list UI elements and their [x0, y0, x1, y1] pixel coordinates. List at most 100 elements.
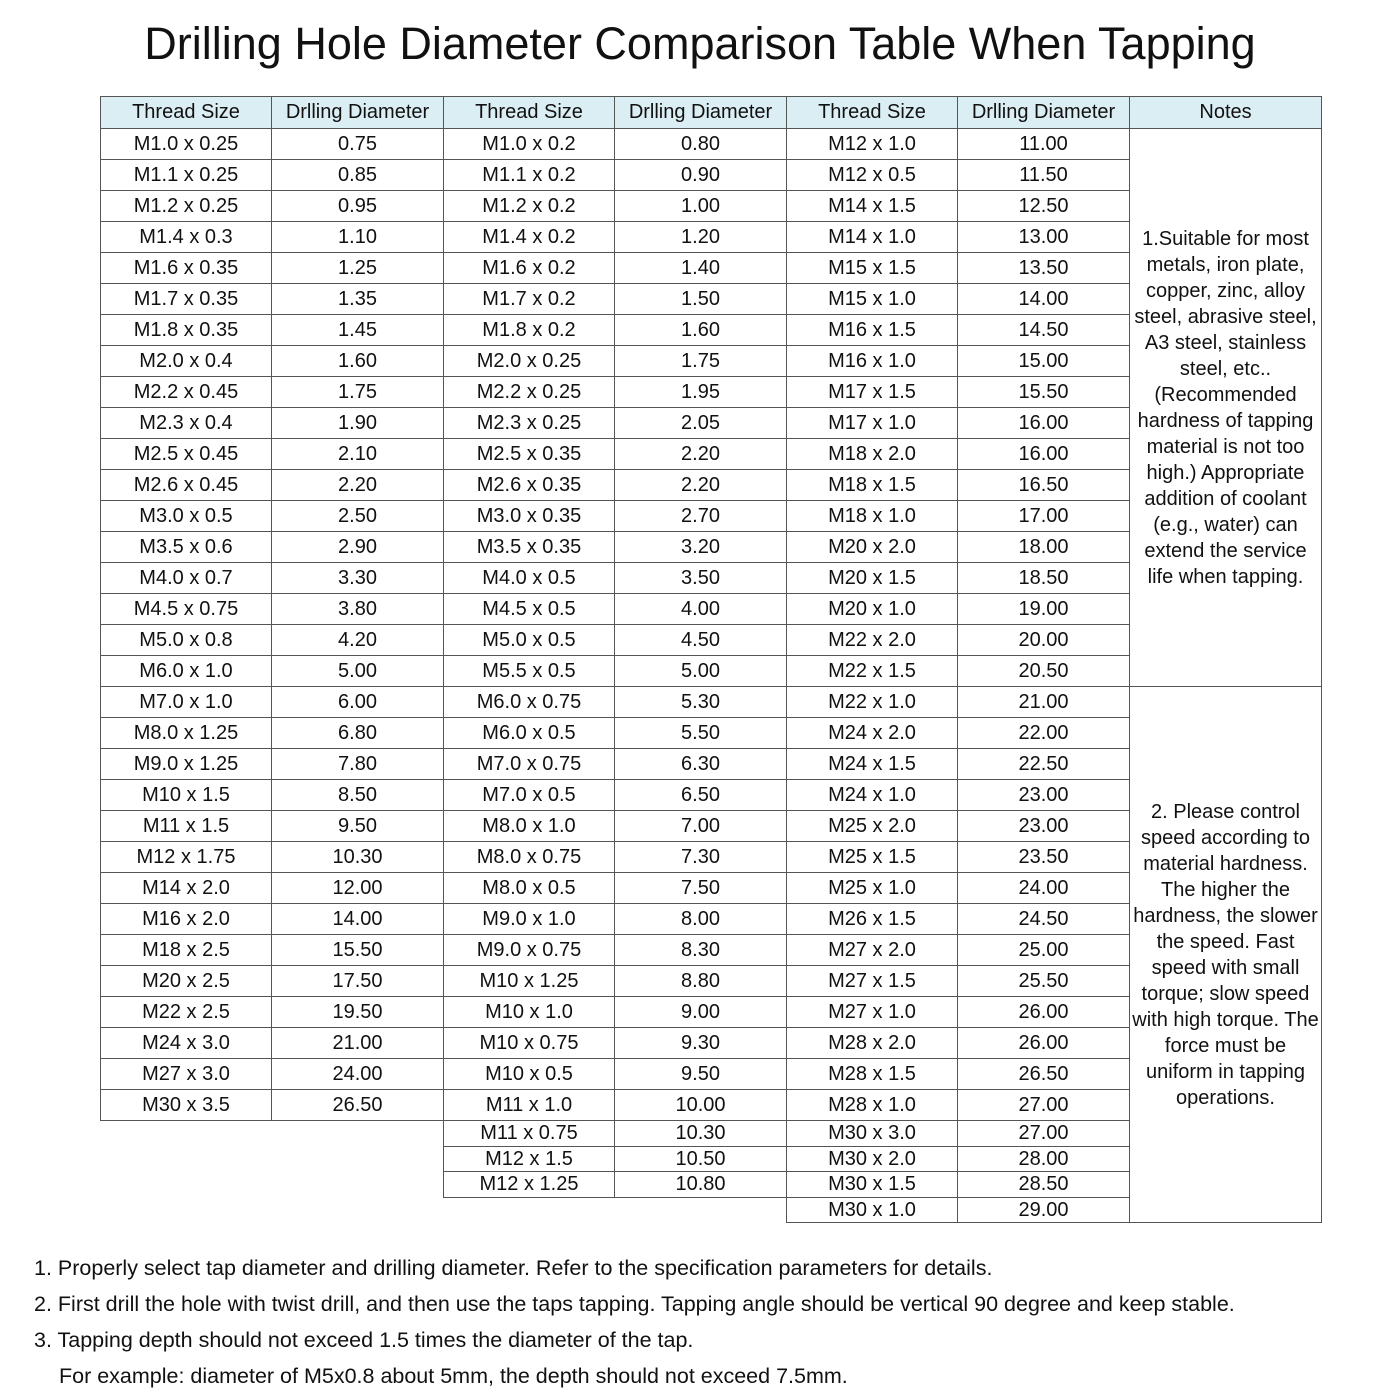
thread-size-cell: M24 x 1.5 — [786, 748, 958, 780]
drilling-diameter-cell: 27.00 — [957, 1089, 1130, 1121]
thread-size-cell: M4.0 x 0.7 — [100, 562, 272, 594]
thread-size-cell: M2.3 x 0.25 — [443, 407, 615, 439]
drilling-diameter-cell: 2.10 — [271, 438, 444, 470]
column-header: Drlling Diameter — [957, 96, 1130, 129]
thread-size-cell: M7.0 x 0.5 — [443, 779, 615, 811]
thread-size-cell: M18 x 2.0 — [786, 438, 958, 470]
drilling-diameter-cell: 1.60 — [614, 314, 787, 346]
drilling-diameter-cell: 3.80 — [271, 593, 444, 625]
thread-size-cell: M6.0 x 0.5 — [443, 717, 615, 749]
drilling-diameter-cell: 1.00 — [614, 190, 787, 222]
drilling-diameter-cell: 11.00 — [957, 128, 1130, 160]
drilling-diameter-cell: 13.50 — [957, 252, 1130, 284]
drilling-diameter-cell: 15.00 — [957, 345, 1130, 377]
drilling-diameter-cell: 23.00 — [957, 779, 1130, 811]
thread-size-cell: M22 x 2.0 — [786, 624, 958, 656]
drilling-diameter-cell: 19.50 — [271, 996, 444, 1028]
thread-size-cell: M25 x 1.0 — [786, 872, 958, 904]
thread-size-cell: M1.4 x 0.3 — [100, 221, 272, 253]
drilling-diameter-cell: 5.00 — [271, 655, 444, 687]
thread-size-cell: M28 x 2.0 — [786, 1027, 958, 1059]
thread-size-cell: M30 x 1.5 — [786, 1171, 958, 1198]
drilling-diameter-cell: 8.00 — [614, 903, 787, 935]
thread-size-cell: M1.8 x 0.35 — [100, 314, 272, 346]
drilling-diameter-cell: 1.40 — [614, 252, 787, 284]
thread-size-cell: M1.6 x 0.2 — [443, 252, 615, 284]
drilling-diameter-cell: 14.00 — [957, 283, 1130, 315]
drilling-diameter-cell: 25.00 — [957, 934, 1130, 966]
drilling-diameter-cell: 17.00 — [957, 500, 1130, 532]
thread-size-cell: M8.0 x 1.25 — [100, 717, 272, 749]
drilling-diameter-cell: 7.00 — [614, 810, 787, 842]
thread-size-cell: M20 x 1.0 — [786, 593, 958, 625]
thread-size-cell: M22 x 2.5 — [100, 996, 272, 1028]
thread-size-cell: M12 x 0.5 — [786, 159, 958, 191]
thread-size-cell: M30 x 3.0 — [786, 1120, 958, 1147]
thread-size-cell: M1.0 x 0.25 — [100, 128, 272, 160]
thread-size-cell: M2.0 x 0.25 — [443, 345, 615, 377]
drilling-diameter-cell: 1.60 — [271, 345, 444, 377]
thread-size-cell: M8.0 x 1.0 — [443, 810, 615, 842]
drilling-diameter-cell: 29.00 — [957, 1197, 1130, 1223]
thread-size-cell: M6.0 x 0.75 — [443, 686, 615, 718]
footer-note: 2. First drill the hole with twist drill… — [34, 1292, 1235, 1316]
thread-size-cell: M20 x 2.0 — [786, 531, 958, 563]
notes-cell: 2. Please control speed according to mat… — [1129, 686, 1322, 1223]
thread-size-cell: M27 x 3.0 — [100, 1058, 272, 1090]
thread-size-cell: M10 x 1.5 — [100, 779, 272, 811]
drilling-diameter-cell: 10.00 — [614, 1089, 787, 1121]
thread-size-cell: M1.0 x 0.2 — [443, 128, 615, 160]
thread-size-cell: M16 x 2.0 — [100, 903, 272, 935]
thread-size-cell: M27 x 1.5 — [786, 965, 958, 997]
drilling-diameter-cell: 2.90 — [271, 531, 444, 563]
drilling-diameter-cell: 3.30 — [271, 562, 444, 594]
drilling-diameter-cell: 12.00 — [271, 872, 444, 904]
drilling-diameter-cell: 21.00 — [271, 1027, 444, 1059]
drilling-diameter-cell: 8.50 — [271, 779, 444, 811]
page-title: Drilling Hole Diameter Comparison Table … — [144, 18, 1256, 69]
drilling-diameter-cell: 1.75 — [271, 376, 444, 408]
thread-size-cell: M2.2 x 0.45 — [100, 376, 272, 408]
thread-size-cell: M26 x 1.5 — [786, 903, 958, 935]
drilling-diameter-cell: 8.80 — [614, 965, 787, 997]
drilling-diameter-cell: 3.20 — [614, 531, 787, 563]
drilling-diameter-cell: 5.30 — [614, 686, 787, 718]
thread-size-cell: M2.6 x 0.45 — [100, 469, 272, 501]
thread-size-cell: M12 x 1.25 — [443, 1171, 615, 1198]
drilling-diameter-cell: 1.50 — [614, 283, 787, 315]
drilling-diameter-cell: 12.50 — [957, 190, 1130, 222]
thread-size-cell: M12 x 1.5 — [443, 1146, 615, 1172]
drilling-diameter-cell: 9.00 — [614, 996, 787, 1028]
thread-size-cell: M20 x 2.5 — [100, 965, 272, 997]
thread-size-cell: M22 x 1.0 — [786, 686, 958, 718]
column-header: Notes — [1129, 96, 1322, 129]
footer-note: For example: diameter of M5x0.8 about 5m… — [59, 1364, 848, 1388]
drilling-diameter-cell: 4.20 — [271, 624, 444, 656]
drilling-diameter-cell: 13.00 — [957, 221, 1130, 253]
drilling-diameter-cell: 7.30 — [614, 841, 787, 873]
thread-size-cell: M5.0 x 0.5 — [443, 624, 615, 656]
thread-size-cell: M10 x 1.25 — [443, 965, 615, 997]
thread-size-cell: M17 x 1.5 — [786, 376, 958, 408]
thread-size-cell: M28 x 1.0 — [786, 1089, 958, 1121]
drilling-diameter-cell: 9.50 — [614, 1058, 787, 1090]
drilling-diameter-cell: 26.00 — [957, 996, 1130, 1028]
drilling-diameter-cell: 24.00 — [957, 872, 1130, 904]
drilling-diameter-cell: 9.50 — [271, 810, 444, 842]
column-header: Thread Size — [786, 96, 958, 129]
drilling-diameter-cell: 22.50 — [957, 748, 1130, 780]
drilling-diameter-cell: 10.30 — [271, 841, 444, 873]
drilling-diameter-cell: 20.00 — [957, 624, 1130, 656]
drilling-diameter-cell: 2.20 — [614, 469, 787, 501]
drilling-diameter-cell: 9.30 — [614, 1027, 787, 1059]
column-header: Drlling Diameter — [614, 96, 787, 129]
thread-size-cell: M4.5 x 0.5 — [443, 593, 615, 625]
notes-cell: 1.Suitable for most metals, iron plate, … — [1129, 128, 1322, 687]
drilling-diameter-cell: 8.30 — [614, 934, 787, 966]
drilling-diameter-cell: 1.20 — [614, 221, 787, 253]
drilling-diameter-cell: 28.00 — [957, 1146, 1130, 1172]
thread-size-cell: M3.0 x 0.5 — [100, 500, 272, 532]
thread-size-cell: M25 x 2.0 — [786, 810, 958, 842]
thread-size-cell: M2.0 x 0.4 — [100, 345, 272, 377]
